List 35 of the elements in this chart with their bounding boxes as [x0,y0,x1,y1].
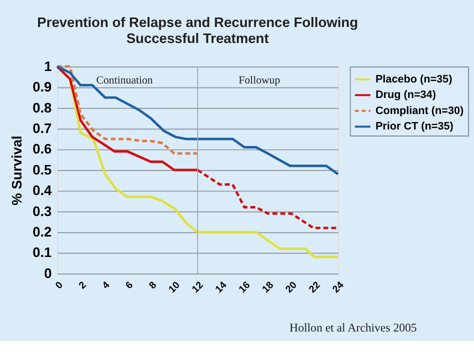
x-tick-label: 12 [190,279,206,296]
y-tick-label: 0.9 [32,80,52,95]
x-tick-label: 24 [330,279,347,296]
legend-label: Compliant (n=30) [375,104,464,117]
x-tick-label: 18 [260,279,276,296]
chart-title: Prevention of Relapse and Recurrence Following Successful Treatment [37,15,358,46]
line-series [56,65,199,155]
x-tick-label: 0 [54,279,66,292]
y-tick-label: 0.1 [32,245,52,260]
x-tick-label: 4 [100,279,113,292]
x-tick-label: 14 [214,279,230,296]
x-tick-label: 22 [307,279,324,296]
annotation: Continuation [96,74,154,86]
x-tick-label: 8 [147,279,160,292]
y-tick-label: 0.5 [32,162,52,178]
legend-label: Prior CT (n=35) [375,120,454,133]
y-tick-label: 0.7 [32,121,52,136]
y-tick-label: 0.4 [32,183,52,198]
legend-label: Placebo (n=35) [375,73,453,86]
y-tick-label: 0 [44,266,52,281]
y-tick-label: 0.2 [32,224,52,240]
x-tick-label: 20 [284,279,300,296]
y-tick-label: 0.6 [32,142,52,157]
y-tick-label: 1 [44,58,52,74]
line-series [56,65,340,176]
y-axis-title: % Survival [10,136,25,206]
x-tick-label: 2 [77,279,90,292]
text: Hollon et al Archives 2005 [290,320,417,335]
y-tick-label: 0.3 [32,204,52,219]
x-tick-label: 16 [237,279,253,296]
x-tick-label: 6 [124,279,136,292]
annotation: Followup [238,74,280,86]
y-tick-label: 0.8 [32,100,52,116]
x-tick-label: 10 [166,279,183,296]
legend-label: Drug (n=34) [375,89,436,102]
